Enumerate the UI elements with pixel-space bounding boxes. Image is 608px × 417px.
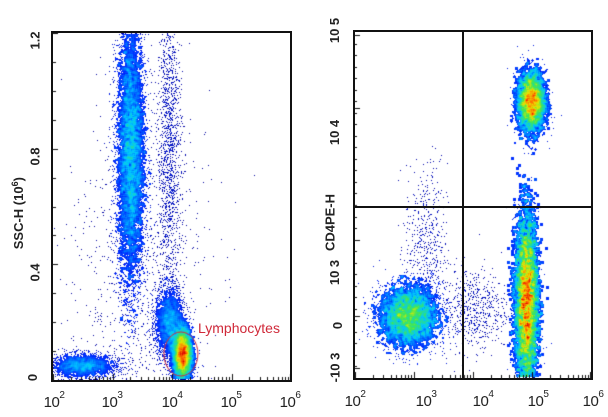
tick-base: 10 — [415, 393, 432, 410]
tick-exp: 3 — [117, 390, 123, 401]
tick-exp: 4 — [177, 390, 183, 401]
tick-base: 10 — [161, 394, 178, 411]
tick-exp: 5 — [236, 390, 242, 401]
right-y-axis-label: CD4PE-H — [322, 193, 338, 252]
left-y-axis-label: SSC-H (106) — [10, 163, 26, 263]
ylabel-close: ) — [11, 177, 27, 182]
right-plot-frame — [353, 30, 593, 380]
tick-exp: 4 — [488, 389, 494, 400]
left-ytick-0: 0 — [25, 373, 41, 382]
right-xtick-1e3: 103 — [415, 389, 437, 410]
right-ytick-neg1e3: -10 3 — [327, 352, 343, 383]
right-ytick-1e3: 10 3 — [327, 259, 343, 286]
tick-base: 10 — [43, 394, 60, 411]
tick-base: 10 — [472, 393, 489, 410]
tick-exp: 3 — [431, 389, 437, 400]
ssc-density-canvas — [53, 33, 291, 380]
left-plot-frame — [51, 31, 292, 382]
left-ytick-0.8: 0.8 — [27, 147, 43, 166]
left-xtick-1e3: 103 — [101, 390, 123, 411]
quadrant-vertical-line — [462, 31, 464, 379]
left-ytick-0.4: 0.4 — [27, 263, 43, 282]
cd4-density-canvas — [355, 32, 591, 378]
right-scatter-plot: CD4PE-H -10 3 0 10 3 10 4 10 5 102 103 1… — [300, 0, 608, 417]
ylabel-text: SSC-H (10 — [11, 186, 27, 250]
tick-base: 10 — [220, 394, 237, 411]
right-ytick-1e4: 10 4 — [327, 119, 343, 146]
tick-exp: 6 — [295, 390, 301, 401]
right-ytick-1e5: 10 5 — [327, 17, 343, 44]
right-ytick-0: 0 — [330, 321, 346, 330]
tick-base: 10 — [527, 393, 544, 410]
left-ytick-1.2: 1.2 — [27, 31, 43, 50]
right-xtick-1e6: 106 — [582, 389, 604, 410]
left-scatter-plot: SSC-H (106) 0 0.4 0.8 1.2 102 103 104 10… — [0, 0, 301, 417]
left-xtick-1e5: 105 — [220, 390, 242, 411]
tick-base: 10 — [279, 394, 296, 411]
tick-exp: 5 — [543, 389, 549, 400]
right-xtick-1e2: 102 — [344, 389, 366, 410]
left-xtick-1e2: 102 — [43, 390, 65, 411]
right-xtick-1e4: 104 — [472, 389, 494, 410]
left-xtick-1e6: 106 — [279, 390, 301, 411]
tick-base: 10 — [582, 393, 599, 410]
lymphocytes-gate-label: Lymphocytes — [198, 320, 280, 336]
tick-exp: 2 — [59, 390, 65, 401]
tick-exp: 2 — [360, 389, 366, 400]
quadrant-horizontal-line — [354, 206, 592, 208]
tick-exp: 6 — [598, 389, 604, 400]
left-xtick-1e4: 104 — [161, 390, 183, 411]
tick-base: 10 — [101, 394, 118, 411]
right-xtick-1e5: 105 — [527, 389, 549, 410]
ylabel-exponent: 6 — [9, 181, 20, 187]
tick-base: 10 — [344, 393, 361, 410]
